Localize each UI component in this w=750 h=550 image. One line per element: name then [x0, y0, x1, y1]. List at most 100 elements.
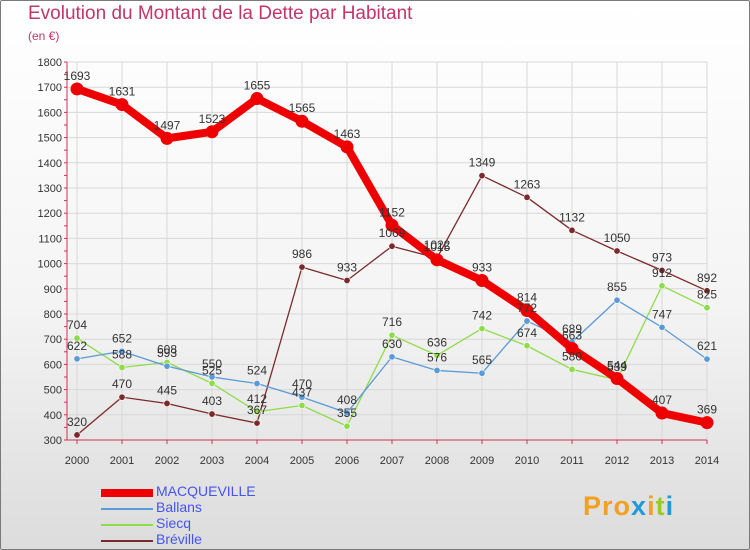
data-point [523, 342, 531, 350]
data-label: 608 [157, 342, 177, 356]
y-tick-label: 1000 [38, 259, 62, 271]
data-label: 621 [697, 339, 717, 353]
data-label: 772 [517, 301, 537, 315]
data-label: 550 [202, 357, 222, 371]
data-label: 1132 [559, 210, 585, 224]
data-label: 630 [382, 337, 402, 351]
data-point [73, 355, 81, 363]
data-point [253, 419, 261, 427]
data-point [70, 82, 84, 96]
data-point [433, 366, 441, 374]
data-label: 933 [472, 260, 492, 274]
data-label: 1655 [244, 79, 271, 93]
data-point [253, 380, 261, 388]
y-tick-label: 1700 [38, 82, 62, 94]
data-point [295, 114, 309, 128]
y-tick-label: 300 [44, 435, 62, 447]
data-point [475, 273, 489, 287]
x-tick-label: 2011 [560, 455, 584, 467]
legend-label: Siecq [156, 515, 192, 531]
data-point [343, 276, 351, 284]
x-tick-label: 2013 [650, 455, 674, 467]
data-point [658, 282, 666, 290]
x-tick-label: 2009 [470, 455, 494, 467]
chart-subtitle: (en €) [28, 29, 60, 43]
data-label: 1463 [334, 127, 361, 141]
data-label: 892 [697, 271, 717, 285]
data-point [118, 347, 126, 355]
data-label: 652 [112, 331, 132, 345]
data-label: 403 [202, 394, 222, 408]
data-point [73, 431, 81, 439]
x-tick-label: 2007 [380, 455, 404, 467]
data-label: 674 [517, 326, 537, 340]
data-label: 1565 [289, 101, 316, 115]
y-tick-label: 1400 [38, 158, 62, 170]
data-point [253, 408, 261, 416]
x-tick-label: 2001 [110, 455, 134, 467]
y-tick-label: 1500 [38, 133, 62, 145]
data-point [208, 379, 216, 387]
data-point [433, 351, 441, 359]
data-label: 933 [337, 260, 357, 274]
data-label: 855 [607, 280, 627, 294]
data-point [385, 218, 399, 232]
data-point [298, 401, 306, 409]
data-label: 412 [247, 392, 267, 406]
data-point [523, 193, 531, 201]
data-point [118, 363, 126, 371]
x-tick-label: 2003 [200, 455, 224, 467]
x-tick-label: 2008 [425, 455, 449, 467]
legend-swatch [101, 524, 153, 526]
y-tick-label: 1800 [38, 57, 62, 69]
data-point [430, 253, 444, 267]
x-tick-label: 2000 [65, 455, 89, 467]
legend-label: Bréville [156, 531, 202, 547]
data-point [478, 325, 486, 333]
data-label: 825 [697, 288, 717, 302]
data-label: 814 [517, 290, 537, 304]
y-tick-label: 1600 [38, 107, 62, 119]
data-label: 1022 [424, 238, 451, 252]
x-tick-label: 2005 [290, 455, 314, 467]
data-label: 593 [157, 346, 177, 360]
data-label: 539 [607, 360, 627, 374]
data-point [163, 362, 171, 370]
y-tick-label: 800 [44, 309, 62, 321]
data-label: 408 [337, 393, 357, 407]
data-point [610, 372, 624, 386]
data-point [205, 125, 219, 139]
y-tick-label: 1100 [38, 233, 62, 245]
data-point [655, 406, 669, 420]
data-point [700, 416, 714, 430]
data-point [613, 247, 621, 255]
data-point [658, 323, 666, 331]
legend-swatch [101, 508, 153, 510]
data-point [658, 266, 666, 274]
data-point [118, 393, 126, 401]
data-label: 689 [562, 322, 582, 336]
y-tick-label: 400 [44, 410, 62, 422]
data-point [523, 317, 531, 325]
data-label: 470 [292, 377, 312, 391]
data-label: 544 [607, 359, 627, 373]
data-point [478, 369, 486, 377]
data-point [520, 303, 534, 317]
data-label: 369 [697, 403, 717, 417]
x-tick-label: 2004 [245, 455, 269, 467]
data-label: 565 [472, 353, 492, 367]
data-point [703, 304, 711, 312]
data-label: 1349 [469, 156, 496, 170]
data-point [208, 410, 216, 418]
y-tick-label: 900 [44, 284, 62, 296]
x-tick-label: 2014 [695, 455, 719, 467]
data-label: 470 [112, 377, 132, 391]
proxiti-logo: Proxiti [583, 491, 675, 521]
data-label: 437 [292, 385, 312, 399]
data-label: 742 [472, 309, 492, 323]
data-label: 716 [382, 315, 402, 329]
data-point [388, 331, 396, 339]
data-point [208, 373, 216, 381]
data-label: 320 [67, 415, 87, 429]
legend-label: Ballans [156, 499, 202, 515]
